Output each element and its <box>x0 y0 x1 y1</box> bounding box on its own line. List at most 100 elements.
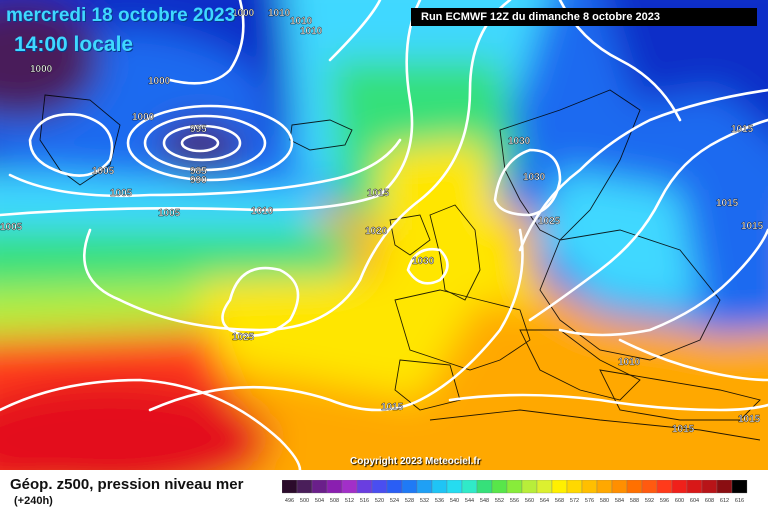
isobar-label: 1010 <box>618 357 641 368</box>
scale-label: 508 <box>330 498 339 504</box>
scale-label: 524 <box>390 498 399 504</box>
scale-label: 516 <box>360 498 369 504</box>
scale-swatch <box>446 480 463 494</box>
scale-swatch <box>476 480 493 494</box>
isobar-label: 1015 <box>381 402 404 413</box>
isobar-label: 985 <box>190 166 207 177</box>
scale-label: 532 <box>420 498 429 504</box>
scale-swatch <box>731 480 748 494</box>
scale-label: 580 <box>600 498 609 504</box>
scale-swatch <box>416 480 433 494</box>
scale-swatch <box>566 480 583 494</box>
isobar-label: 1005 <box>158 208 181 219</box>
isobar-label: 1015 <box>367 188 390 199</box>
forecast-map: 1000101010101010100010001000995985990100… <box>0 0 768 470</box>
scale-swatch <box>551 480 568 494</box>
scale-label: 568 <box>555 498 564 504</box>
scale-label: 612 <box>720 498 729 504</box>
scale-label: 560 <box>525 498 534 504</box>
isobars <box>0 0 768 470</box>
scale-label: 556 <box>510 498 519 504</box>
scale-label: 588 <box>630 498 639 504</box>
isobar-label: 1000 <box>148 76 171 87</box>
scale-label: 608 <box>705 498 714 504</box>
scale-label: 500 <box>300 498 309 504</box>
scale-label: 584 <box>615 498 624 504</box>
scale-swatch <box>386 480 403 494</box>
coastlines <box>39 89 761 441</box>
scale-swatch <box>311 480 328 494</box>
scale-swatch <box>686 480 703 494</box>
scale-swatch <box>401 480 418 494</box>
isobar-label: 1025 <box>538 216 561 227</box>
legend-title: Géop. z500, pression niveau mer <box>10 476 244 493</box>
scale-swatch <box>282 480 298 494</box>
legend-bar: Géop. z500, pression niveau mer (+240h) … <box>0 470 768 512</box>
isobar-label: 1005 <box>110 188 133 199</box>
isobar-label: 1015 <box>716 198 739 209</box>
scale-swatch <box>506 480 523 494</box>
scale-swatch <box>341 480 358 494</box>
isobar-label: 1005 <box>0 222 23 233</box>
isobar-label: 1000 <box>132 112 155 123</box>
scale-swatch <box>716 480 733 494</box>
forecast-date: mercredi 18 octobre 2023 <box>6 5 236 26</box>
isobar-label: 1030 <box>508 136 531 147</box>
isobar-label: 1010 <box>251 206 274 217</box>
scale-label: 596 <box>660 498 669 504</box>
scale-swatch <box>581 480 598 494</box>
scale-swatch <box>371 480 388 494</box>
scale-label: 576 <box>585 498 594 504</box>
isobar-labels: 1000101010101010100010001000995985990100… <box>0 8 764 470</box>
scale-label: 540 <box>450 498 459 504</box>
isobar-label: 1000 <box>30 64 53 75</box>
scale-swatch <box>296 480 313 494</box>
isobar-label: 1010 <box>290 16 313 27</box>
scale-swatch <box>626 480 643 494</box>
isobar-label: 1010 <box>300 26 323 37</box>
scale-swatch <box>596 480 613 494</box>
isobar-label: 1025 <box>232 332 255 343</box>
isobar-label: 1030 <box>412 256 435 267</box>
scale-swatch <box>611 480 628 494</box>
scale-label: 552 <box>495 498 504 504</box>
run-info-banner: Run ECMWF 12Z du dimanche 8 octobre 2023 <box>411 8 757 26</box>
scale-label: 572 <box>570 498 579 504</box>
scale-label: 604 <box>690 498 699 504</box>
scale-swatch <box>536 480 553 494</box>
isobar-label: 1000 <box>232 8 255 19</box>
scale-swatch <box>656 480 673 494</box>
scale-label: 548 <box>480 498 489 504</box>
scale-label: 504 <box>315 498 324 504</box>
isobar-label: 1020 <box>365 226 388 237</box>
z500-color-field <box>0 0 768 470</box>
isobar-label: 1005 <box>92 166 115 177</box>
scale-swatch <box>326 480 343 494</box>
scale-label: 600 <box>675 498 684 504</box>
scale-label: 616 <box>735 498 744 504</box>
scale-label: 520 <box>375 498 384 504</box>
scale-swatch <box>671 480 688 494</box>
scale-label: 512 <box>345 498 354 504</box>
isobar-label: 1010 <box>268 8 291 19</box>
scale-swatch <box>356 480 373 494</box>
lead-time: (+240h) <box>14 495 53 507</box>
scale-swatch <box>521 480 538 494</box>
isobar-label: 1015 <box>672 424 695 435</box>
isobar-label: 1030 <box>523 172 546 183</box>
copyright-text: Copyright 2023 Meteociel.fr <box>350 456 481 467</box>
forecast-time: 14:00 locale <box>14 33 134 56</box>
isobar-label: 1015 <box>731 124 754 135</box>
scale-swatch <box>491 480 508 494</box>
scale-label: 564 <box>540 498 549 504</box>
scale-label: 544 <box>465 498 474 504</box>
scale-label: 536 <box>435 498 444 504</box>
scale-swatch <box>701 480 718 494</box>
isobar-label: 995 <box>190 124 207 135</box>
isobar-label: 1015 <box>738 414 761 425</box>
scale-label: 592 <box>645 498 654 504</box>
scale-swatch <box>431 480 448 494</box>
scale-label: 528 <box>405 498 414 504</box>
isobar-label: 990 <box>190 175 207 186</box>
